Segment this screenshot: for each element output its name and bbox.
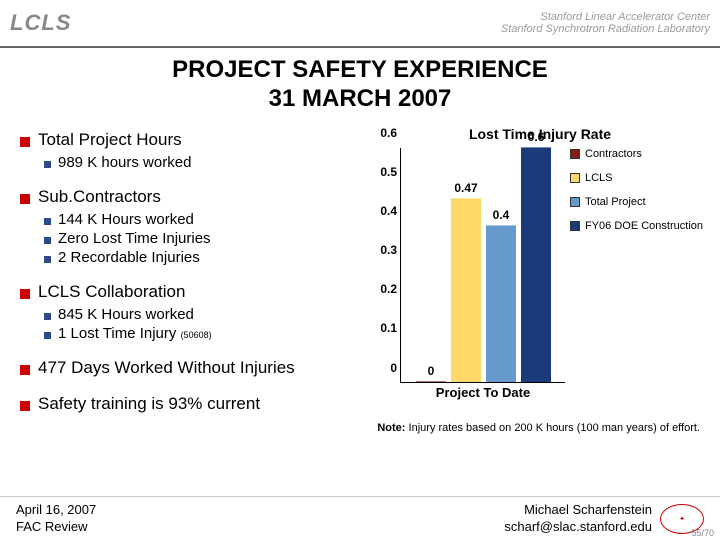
legend-label: Total Project	[585, 196, 646, 208]
header: LCLS Stanford Linear Accelerator Center …	[0, 0, 720, 48]
chart-ytick: 0.6	[371, 126, 397, 140]
sub-bullet: 1 Lost Time Injury (50608)	[44, 325, 370, 342]
bullet-icon	[20, 401, 30, 411]
legend-swatch-icon	[570, 173, 580, 183]
legend-swatch-icon	[570, 221, 580, 231]
chart-column: Lost Time Injury Rate Project To Date 00…	[370, 126, 710, 418]
bullet-label: LCLS Collaboration	[38, 282, 185, 302]
footnote: Note: Injury rates based on 200 K hours …	[0, 418, 720, 434]
legend-label: Contractors	[585, 148, 642, 160]
chart-bar: 0.47	[451, 198, 481, 382]
footer-author: Michael Scharfenstein	[504, 502, 652, 519]
title-line-1: PROJECT SAFETY EXPERIENCE	[0, 56, 720, 85]
sub-bullet: 845 K Hours worked	[44, 306, 370, 323]
bullets-column: Total Project Hours 989 K hours worked S…	[20, 126, 370, 418]
bullet-days-worked: 477 Days Worked Without Injuries	[20, 358, 370, 378]
sub-bullet: 144 K Hours worked	[44, 211, 370, 228]
bullet-icon	[20, 289, 30, 299]
chart-legend: Contractors LCLS Total Project FY06 DOE Con…	[570, 148, 703, 244]
sub-bullet-label: 989 K hours worked	[58, 154, 191, 171]
bullet-subcontractors: Sub.Contractors	[20, 187, 370, 207]
sub-bullet-icon	[44, 218, 51, 225]
sub-bullet: Zero Lost Time Injuries	[44, 230, 370, 247]
bullet-lcls: LCLS Collaboration	[20, 282, 370, 302]
sub-bullet: 989 K hours worked	[44, 154, 370, 171]
bullet-total-hours: Total Project Hours	[20, 130, 370, 150]
org-line-1: Stanford Linear Accelerator Center	[501, 11, 710, 23]
bullet-icon	[20, 194, 30, 204]
note-label: Note:	[377, 422, 408, 434]
legend-item: FY06 DOE Construction	[570, 220, 703, 232]
sub-bullet-label: 845 K Hours worked	[58, 306, 194, 323]
bullet-label: 477 Days Worked Without Injuries	[38, 358, 295, 378]
logo-lcls: LCLS	[10, 10, 71, 36]
sub-bullet-icon	[44, 332, 51, 339]
bullet-label: Sub.Contractors	[38, 187, 161, 207]
sub-bullet-icon	[44, 161, 51, 168]
content-area: Total Project Hours 989 K hours worked S…	[0, 126, 720, 418]
sub-bullet-label: 1 Lost Time Injury (50608)	[58, 325, 212, 342]
bar-chart: Lost Time Injury Rate Project To Date 00…	[370, 126, 710, 406]
footer-left: April 16, 2007 FAC Review	[16, 502, 96, 536]
footer-right: Michael Scharfenstein scharf@slac.stanfo…	[504, 502, 652, 536]
bullet-safety-training: Safety training is 93% current	[20, 394, 370, 414]
logo-stanford: Stanford Linear Accelerator Center Stanf…	[501, 11, 710, 35]
bullet-icon	[20, 365, 30, 375]
text-small: (50608)	[181, 330, 212, 340]
chart-ytick: 0	[371, 361, 397, 375]
chart-ytick: 0.4	[371, 204, 397, 218]
footer-right-wrap: Michael Scharfenstein scharf@slac.stanfo…	[504, 502, 704, 536]
slide-title: PROJECT SAFETY EXPERIENCE 31 MARCH 2007	[0, 56, 720, 114]
chart-bar: 0.4	[486, 225, 516, 382]
page-number: 55/70	[691, 528, 714, 538]
org-line-2: Stanford Synchrotron Radiation Laborator…	[501, 23, 710, 35]
sub-bullet-icon	[44, 313, 51, 320]
legend-swatch-icon	[570, 149, 580, 159]
chart-plot-area: Project To Date 00.10.20.30.40.50.600.47…	[400, 148, 565, 383]
legend-swatch-icon	[570, 197, 580, 207]
chart-bar-label: 0.6	[516, 130, 556, 144]
sub-bullet-icon	[44, 256, 51, 263]
legend-label: FY06 DOE Construction	[585, 220, 703, 232]
text: 1 Lost Time Injury	[58, 325, 176, 342]
footer-email: scharf@slac.stanford.edu	[504, 519, 652, 536]
chart-bar: 0	[416, 381, 446, 382]
bullet-icon	[20, 137, 30, 147]
chart-bar-label: 0.4	[481, 208, 521, 222]
sub-bullet-label: 2 Recordable Injuries	[58, 249, 200, 266]
chart-bar-label: 0.47	[446, 181, 486, 195]
sub-bullet: 2 Recordable Injuries	[44, 249, 370, 266]
sub-bullet-label: Zero Lost Time Injuries	[58, 230, 211, 247]
sub-bullet-label: 144 K Hours worked	[58, 211, 194, 228]
sub-bullet-icon	[44, 237, 51, 244]
chart-bar: 0.6	[521, 147, 551, 382]
legend-label: LCLS	[585, 172, 613, 184]
footer-event: FAC Review	[16, 519, 96, 536]
chart-ytick: 0.3	[371, 243, 397, 257]
legend-item: Contractors	[570, 148, 703, 160]
chart-xaxis-label: Project To Date	[401, 385, 565, 400]
footer-date: April 16, 2007	[16, 502, 96, 519]
legend-item: Total Project	[570, 196, 703, 208]
chart-ytick: 0.5	[371, 165, 397, 179]
chart-ytick: 0.2	[371, 282, 397, 296]
footer: April 16, 2007 FAC Review Michael Scharf…	[0, 496, 720, 540]
chart-ytick: 0.1	[371, 321, 397, 335]
legend-item: LCLS	[570, 172, 703, 184]
chart-bar-label: 0	[411, 364, 451, 378]
note-text: Injury rates based on 200 K hours (100 m…	[409, 422, 700, 434]
bullet-label: Safety training is 93% current	[38, 394, 260, 414]
bullet-label: Total Project Hours	[38, 130, 182, 150]
title-line-2: 31 MARCH 2007	[0, 85, 720, 114]
